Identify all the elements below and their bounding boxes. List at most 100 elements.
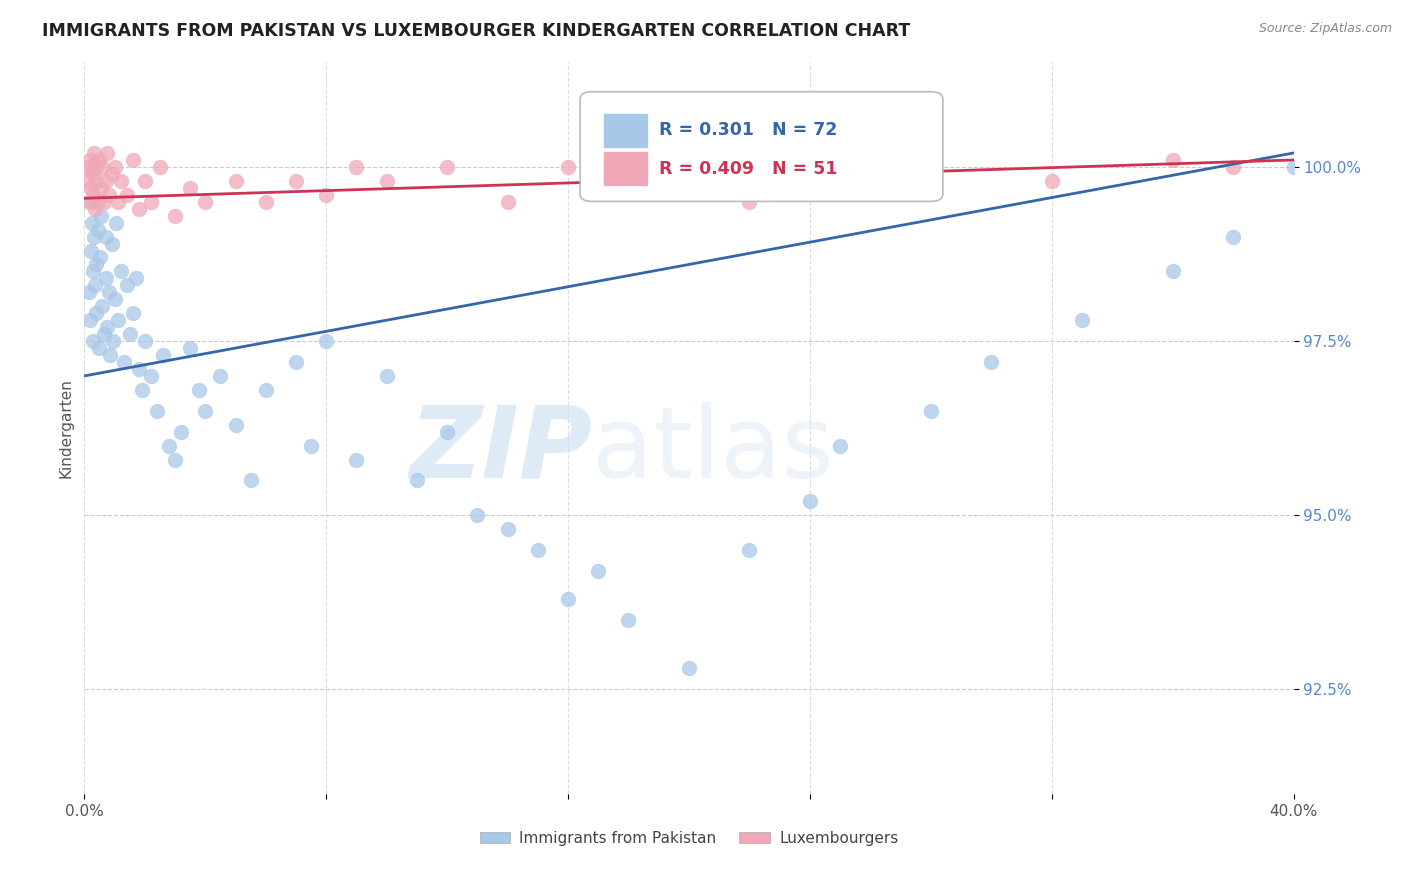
Point [84, 202, 107, 216]
Text: Source: ZipAtlas.com: Source: ZipAtlas.com [1258, 22, 1392, 36]
Point [93, 194, 115, 209]
Point [859, 174, 882, 188]
Point [799, 160, 821, 174]
Point [194, 194, 217, 209]
Point [165, 452, 187, 467]
Point [80, 216, 103, 230]
Point [112, 355, 135, 369]
Point [799, 494, 821, 508]
Point [436, 160, 458, 174]
Point [406, 474, 429, 488]
Point [101, 334, 124, 348]
Point [94, 271, 117, 285]
Point [100, 167, 122, 181]
Point [557, 591, 579, 606]
Point [80, 244, 103, 258]
Point [96, 146, 118, 161]
Point [179, 341, 201, 355]
Point [239, 474, 262, 488]
Point [110, 174, 132, 188]
Point [82, 334, 104, 348]
Text: R = 0.301   N = 72: R = 0.301 N = 72 [659, 121, 837, 139]
Point [254, 194, 277, 209]
Point [436, 425, 458, 439]
Point [188, 383, 211, 397]
Text: ZIP: ZIP [409, 401, 592, 499]
Point [678, 661, 700, 675]
Point [76, 174, 98, 188]
Point [165, 209, 187, 223]
Point [225, 174, 247, 188]
Point [152, 348, 174, 362]
Point [83, 229, 105, 244]
Point [121, 153, 143, 167]
Point [139, 368, 162, 383]
Point [209, 368, 232, 383]
Point [94, 229, 117, 244]
Point [110, 264, 132, 278]
Point [83, 146, 105, 161]
Point [285, 355, 308, 369]
Point [89, 341, 111, 355]
Point [115, 187, 138, 202]
Point [375, 368, 398, 383]
Point [91, 299, 114, 313]
Point [82, 187, 104, 202]
Point [77, 285, 100, 300]
Point [84, 160, 107, 174]
Point [93, 327, 115, 342]
Point [254, 383, 277, 397]
Text: atlas: atlas [592, 401, 834, 499]
Point [346, 452, 368, 467]
Point [79, 194, 101, 209]
Point [157, 439, 180, 453]
Point [87, 194, 110, 209]
Point [91, 160, 114, 174]
Point [1161, 264, 1184, 278]
Point [285, 174, 308, 188]
Point [315, 187, 337, 202]
Point [94, 174, 117, 188]
Legend: Immigrants from Pakistan, Luxembourgers: Immigrants from Pakistan, Luxembourgers [474, 825, 904, 852]
Point [128, 202, 150, 216]
Bar [605, 113, 647, 146]
Point [496, 194, 519, 209]
Point [86, 174, 108, 188]
Point [125, 271, 148, 285]
Point [82, 167, 104, 181]
Point [86, 257, 108, 271]
Point [170, 425, 193, 439]
Point [194, 403, 217, 417]
Bar [605, 153, 647, 186]
Point [1161, 153, 1184, 167]
Point [97, 285, 120, 300]
Point [375, 174, 398, 188]
Point [77, 160, 100, 174]
Point [617, 613, 640, 627]
Point [105, 216, 128, 230]
Point [107, 194, 129, 209]
Point [104, 160, 127, 174]
Point [346, 160, 368, 174]
Point [496, 522, 519, 536]
Point [1282, 160, 1305, 174]
Point [557, 160, 579, 174]
Point [107, 313, 129, 327]
Point [617, 174, 640, 188]
Y-axis label: Kindergarten: Kindergarten [58, 378, 73, 478]
Point [97, 187, 120, 202]
Point [90, 209, 112, 223]
Point [115, 278, 138, 293]
Point [134, 334, 156, 348]
Point [315, 334, 337, 348]
Point [1222, 229, 1244, 244]
Point [467, 508, 489, 523]
Point [131, 383, 153, 397]
Point [139, 194, 162, 209]
Point [134, 174, 156, 188]
Point [98, 348, 121, 362]
Point [90, 181, 112, 195]
Point [121, 306, 143, 320]
Point [96, 320, 118, 334]
Text: IMMIGRANTS FROM PAKISTAN VS LUXEMBOURGER KINDERGARTEN CORRELATION CHART: IMMIGRANTS FROM PAKISTAN VS LUXEMBOURGER… [42, 22, 911, 40]
